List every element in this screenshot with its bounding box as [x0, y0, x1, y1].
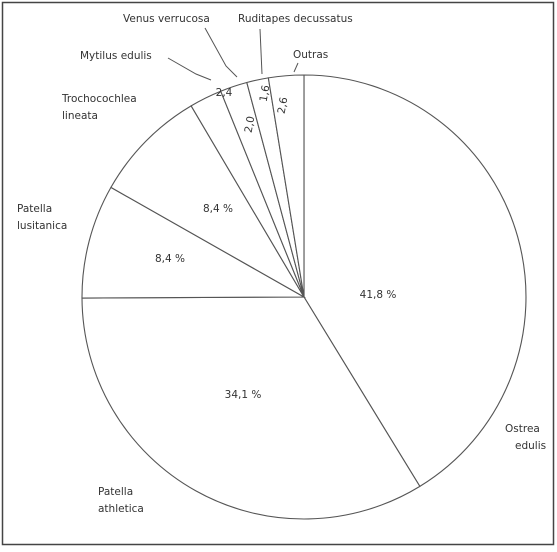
category-label-0-line2: edulis [515, 440, 546, 452]
category-label-4: Mytilus edulis [80, 50, 152, 62]
category-label-1-line2: athletica [98, 503, 144, 515]
leader-line-6 [259, 28, 263, 75]
value-label-4: 2,4 [216, 87, 233, 99]
value-label-2: 8,4 % [155, 253, 185, 265]
pie-slice-outras [267, 74, 305, 298]
value-label-1: 34,1 % [225, 389, 262, 401]
pie-slice-patella-lusitanica [81, 186, 307, 299]
pie-slice-trochocochlea-lineata [110, 105, 306, 299]
pie-slice-ostrea-edulis [303, 74, 527, 488]
category-label-7: Outras [293, 49, 328, 61]
value-label-6: 1,6 [258, 84, 273, 103]
category-label-6: Ruditapes decussatus [238, 13, 353, 25]
category-label-3-line2: lineata [62, 110, 98, 122]
category-label-5: Venus verrucosa [123, 13, 210, 25]
leader-line-4 [167, 57, 212, 81]
category-label-1-line1: Patella [98, 486, 133, 498]
pie-slice-patella-athletica [81, 296, 421, 520]
leader-line-5 [204, 27, 238, 78]
value-label-3: 8,4 % [203, 203, 233, 215]
value-label-7: 2,6 [276, 96, 291, 115]
category-label-3-line1: Trochocochlea [61, 93, 137, 105]
category-label-2-line1: Patella [17, 203, 52, 215]
category-label-0-line1: Ostrea [505, 423, 540, 435]
value-label-5: 2,0 [243, 115, 258, 134]
leader-line-7 [293, 62, 299, 73]
value-label-0: 41,8 % [360, 289, 397, 301]
category-label-2-line2: lusitanica [17, 220, 67, 232]
